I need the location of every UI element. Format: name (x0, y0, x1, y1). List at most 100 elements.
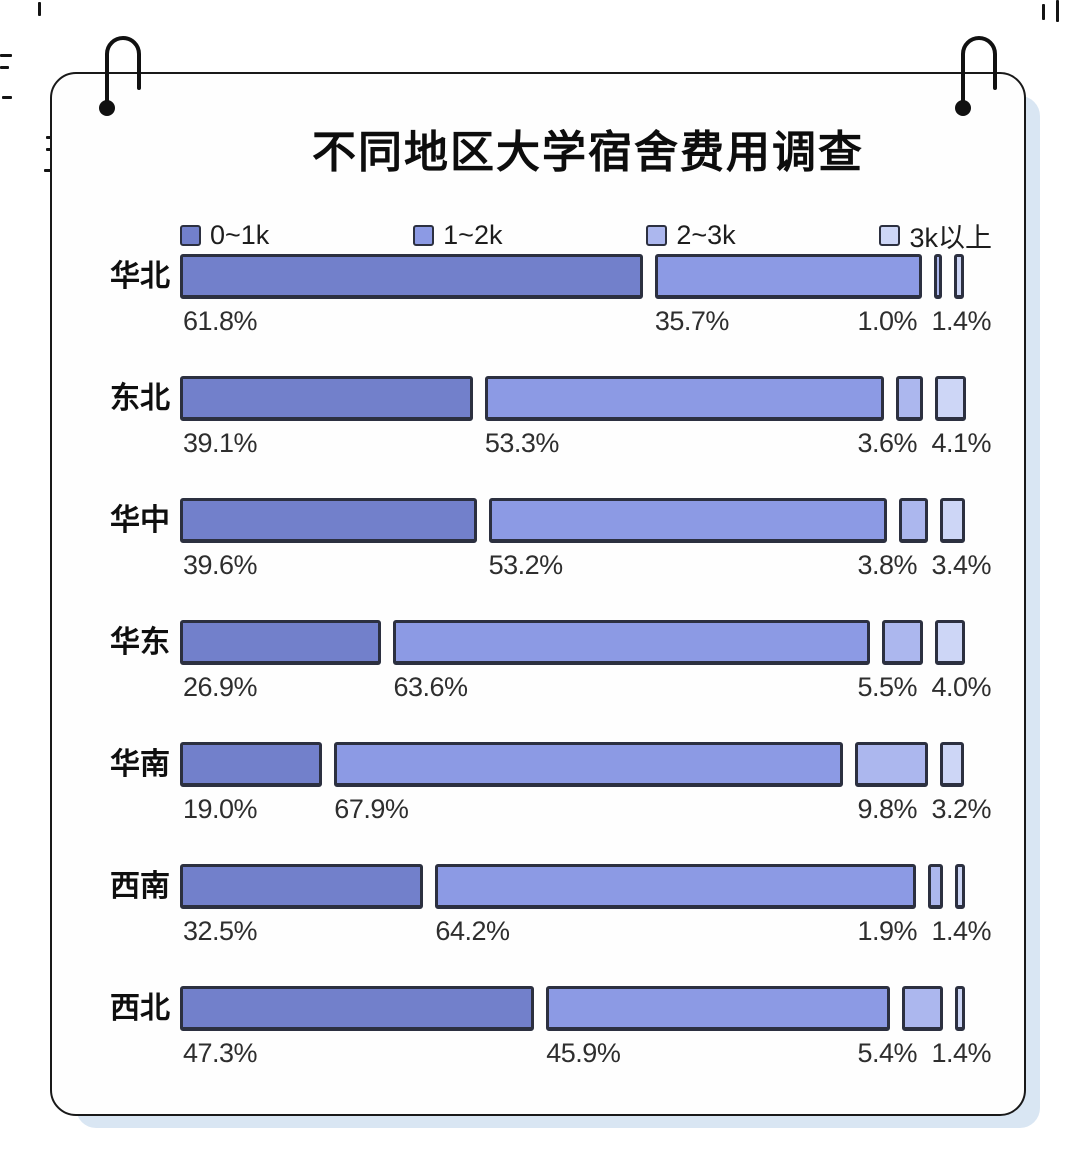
value-label: 3.4% (931, 550, 991, 580)
value-label: 5.4% (857, 1038, 917, 1068)
region-label: 华北 (110, 260, 170, 293)
bar-segment (546, 986, 891, 1031)
bar-segment (334, 742, 843, 787)
bar-segment (180, 864, 424, 909)
bar-segment (180, 254, 643, 299)
value-label: 32.5% (183, 916, 258, 946)
chart-row: 东北 39.1% 53.3% 3.6% 4.1% (110, 376, 991, 476)
value-label: 1.9% (857, 916, 917, 946)
value-label: 3.6% (857, 428, 917, 458)
region-label: 东北 (110, 382, 170, 415)
bar-segment (180, 986, 535, 1031)
value-label: 4.0% (931, 672, 991, 702)
legend-label: 0~1k (210, 220, 270, 250)
sketch-tick (0, 54, 12, 57)
legend-swatch-icon (879, 225, 901, 246)
region-label: 华南 (110, 748, 170, 781)
value-label: 1.0% (857, 306, 917, 336)
sketch-tick (2, 96, 12, 99)
bar-segment (854, 742, 929, 787)
value-label: 64.2% (435, 916, 510, 946)
bar-track: 47.3% 45.9% 5.4% 1.4% (180, 986, 991, 1068)
sketch-tick (1056, 0, 1059, 22)
bar-segment (881, 620, 924, 665)
bar-segment (654, 254, 923, 299)
legend-label: 1~2k (443, 220, 503, 250)
value-label: 1.4% (931, 916, 991, 946)
sketch-tick (1042, 4, 1045, 20)
bar-track: 32.5% 64.2% 1.9% 1.4% (180, 864, 991, 946)
bar-segment (940, 742, 965, 787)
value-label: 53.3% (484, 428, 560, 458)
region-label: 西北 (110, 992, 170, 1025)
chart-legend: 0~1k 1~2k 2~3k 3k以上 (180, 216, 992, 255)
binder-pin-left-icon (99, 36, 141, 116)
bar-segment (484, 376, 885, 421)
chart-row: 华中 39.6% 53.2% 3.8% 3.4% (110, 498, 991, 598)
bar-track: 61.8% 35.7% 1.0% 1.4% (180, 254, 991, 336)
value-label: 4.1% (931, 428, 991, 458)
legend-swatch-icon (180, 225, 201, 246)
bar-segment (928, 864, 943, 909)
bar-segment (180, 620, 382, 665)
legend-label: 3k以上 (909, 223, 992, 253)
survey-card: 不同地区大学宿舍费用调查 0~1k 1~2k 2~3k 3k以上 华北 61.8%… (50, 72, 1026, 1116)
bar-track: 19.0% 67.9% 9.8% 3.2% (180, 742, 991, 824)
legend-item-3k-plus: 3k以上 (879, 216, 992, 255)
bar-segment (180, 498, 477, 543)
chart-rows: 华北 61.8% 35.7% 1.0% 1.4% 东北 39.1% 53.3% 3.6% 4.1%… (52, 74, 1024, 1114)
value-label: 9.8% (857, 794, 917, 824)
bar-segment (934, 254, 942, 299)
chart-row: 西南 32.5% 64.2% 1.9% 1.4% (110, 864, 991, 964)
region-label: 西南 (110, 870, 170, 903)
bar-segment (935, 620, 965, 665)
bar-segment (435, 864, 917, 909)
legend-swatch-icon (413, 225, 435, 246)
chart-title: 不同地区大学宿舍费用调查 (312, 128, 864, 177)
sketch-tick (38, 2, 41, 16)
value-label: 3.8% (857, 550, 917, 580)
chart-row: 西北 47.3% 45.9% 5.4% 1.4% (110, 986, 991, 1086)
bar-track: 39.6% 53.2% 3.8% 3.4% (180, 498, 991, 580)
region-label: 华东 (110, 626, 170, 659)
bar-segment (488, 498, 888, 543)
bar-segment (953, 254, 965, 299)
bar-segment (899, 498, 928, 543)
value-label: 67.9% (334, 794, 409, 824)
legend-item-2-3k: 2~3k (646, 220, 736, 251)
value-label: 35.7% (654, 306, 730, 336)
sketch-tick (0, 66, 9, 69)
bar-segment (393, 620, 870, 665)
bar-segment (180, 376, 473, 421)
value-label: 63.6% (393, 672, 468, 702)
value-label: 39.1% (183, 428, 258, 458)
value-label: 61.8% (183, 306, 258, 336)
bar-segment (896, 376, 924, 421)
legend-swatch-icon (646, 225, 668, 246)
value-label: 1.4% (931, 1038, 991, 1068)
value-label: 26.9% (183, 672, 258, 702)
region-label: 华中 (110, 504, 170, 537)
value-label: 47.3% (183, 1038, 258, 1068)
bar-segment (954, 986, 965, 1031)
value-label: 19.0% (183, 794, 258, 824)
value-label: 5.5% (857, 672, 917, 702)
value-label: 3.2% (931, 794, 991, 824)
bar-track: 39.1% 53.3% 3.6% 4.1% (180, 376, 991, 458)
legend-label: 2~3k (676, 220, 736, 250)
legend-item-1-2k: 1~2k (413, 220, 502, 251)
chart-row: 华东 26.9% 63.6% 5.5% 4.0% (110, 620, 991, 720)
value-label: 1.4% (931, 306, 991, 336)
binder-pin-right-icon (955, 36, 997, 116)
bar-segment (954, 864, 965, 909)
value-label: 45.9% (546, 1038, 621, 1068)
legend-item-0-1k: 0~1k (180, 220, 269, 251)
bar-segment (935, 376, 966, 421)
bar-track: 26.9% 63.6% 5.5% 4.0% (180, 620, 991, 702)
value-label: 39.6% (183, 550, 258, 580)
bar-segment (902, 986, 943, 1031)
bar-segment (939, 498, 965, 543)
value-label: 53.2% (488, 550, 564, 580)
chart-row: 华南 19.0% 67.9% 9.8% 3.2% (110, 742, 991, 842)
bar-segment (180, 742, 323, 787)
